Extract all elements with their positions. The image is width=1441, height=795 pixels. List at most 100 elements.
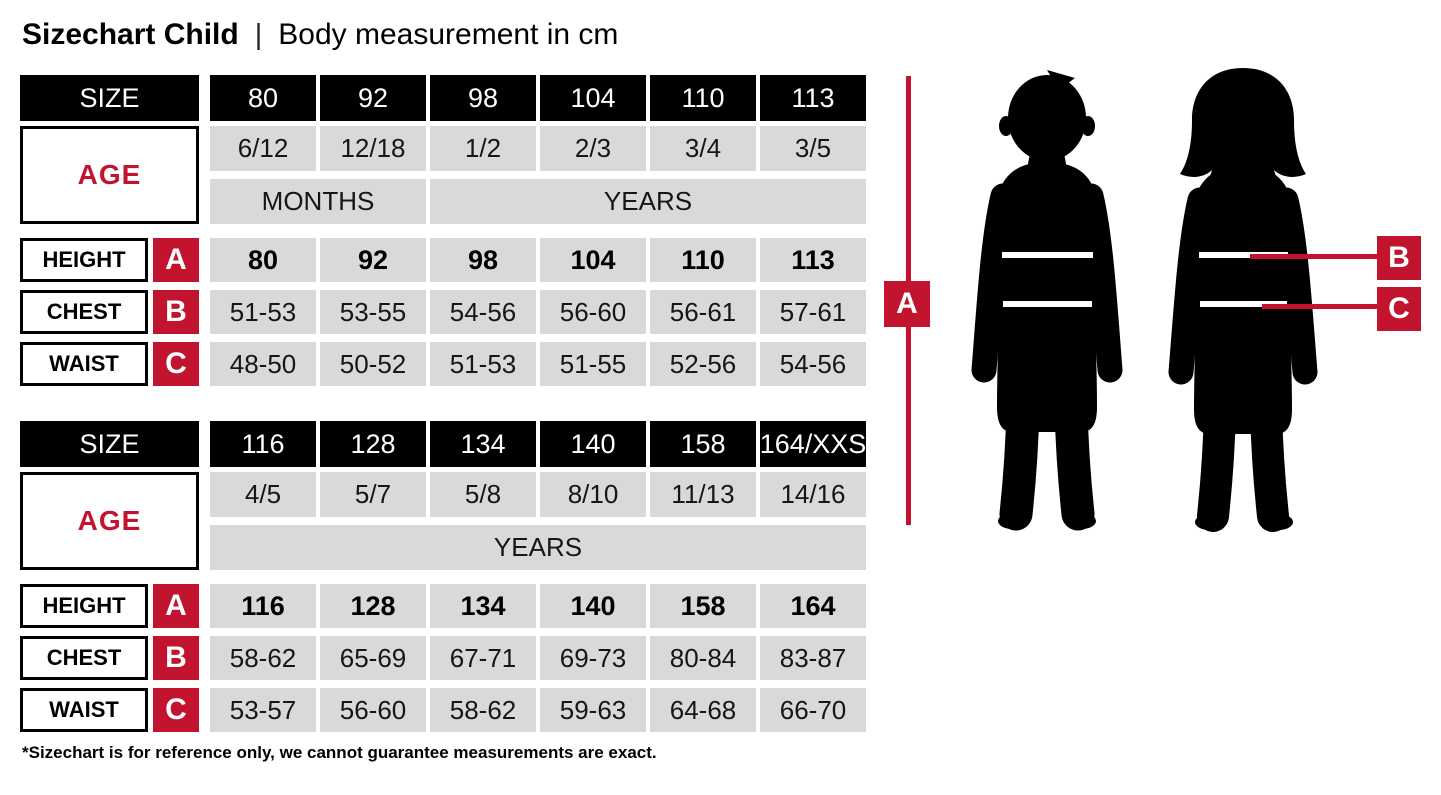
figure-marker-b-badge: B: [1377, 236, 1421, 280]
waist-cell: 51-53: [430, 342, 536, 386]
chest-row-label: CHEST: [20, 636, 148, 680]
height-row: HEIGHT A 116 128 134 140 158 164: [20, 584, 866, 628]
age-cell: 3/4: [650, 126, 756, 171]
age-unit-cell: MONTHS: [210, 179, 426, 224]
size-cell: 98: [430, 75, 536, 121]
age-cell: 2/3: [540, 126, 646, 171]
height-cell: 98: [430, 238, 536, 282]
subtitle-text: Body measurement in cm: [278, 18, 619, 51]
waist-cell: 56-60: [320, 688, 426, 732]
height-cell: 104: [540, 238, 646, 282]
chest-cell: 65-69: [320, 636, 426, 680]
size-row-label: SIZE: [20, 75, 199, 121]
age-row: AGE 4/5 5/7 5/8 8/10 11/13 14/16: [20, 472, 866, 570]
marker-b-badge: B: [153, 290, 199, 334]
disclaimer-text: *Sizechart is for reference only, we can…: [22, 743, 657, 762]
height-cell: 92: [320, 238, 426, 282]
chest-row: CHEST B 51-53 53-55 54-56 56-60 56-61 57…: [20, 290, 866, 334]
chest-cell: 56-61: [650, 290, 756, 334]
figure-marker-c-badge: C: [1377, 287, 1421, 331]
size-cell: 80: [210, 75, 316, 121]
chest-cell: 69-73: [540, 636, 646, 680]
age-cell: 11/13: [650, 472, 756, 517]
age-cell: 3/5: [760, 126, 866, 171]
girl-waist-line: [1200, 301, 1287, 307]
marker-c-badge: C: [153, 688, 199, 732]
size-cell: 140: [540, 421, 646, 467]
height-cell: 128: [320, 584, 426, 628]
chest-cell: 51-53: [210, 290, 316, 334]
size-row-label: SIZE: [20, 421, 199, 467]
size-cell: 116: [210, 421, 316, 467]
age-row-label: AGE: [20, 126, 199, 224]
marker-a-badge: A: [153, 584, 199, 628]
age-units-row: YEARS: [210, 525, 866, 570]
chest-cell: 58-62: [210, 636, 316, 680]
title-divider: |: [254, 19, 263, 51]
size-row: SIZE 80 92 98 104 110 113: [20, 75, 866, 121]
chest-cell: 54-56: [430, 290, 536, 334]
size-cell: 158: [650, 421, 756, 467]
height-cell: 140: [540, 584, 646, 628]
height-cell: 110: [650, 238, 756, 282]
age-unit-cell: YEARS: [430, 179, 866, 224]
age-unit-cell: YEARS: [210, 525, 866, 570]
waist-row-label: WAIST: [20, 688, 148, 732]
girl-chest-line: [1199, 252, 1288, 258]
height-row-label: HEIGHT: [20, 584, 148, 628]
waist-row: WAIST C 53-57 56-60 58-62 59-63 64-68 66…: [20, 688, 866, 732]
age-cell: 6/12: [210, 126, 316, 171]
chest-cell: 53-55: [320, 290, 426, 334]
size-cell: 104: [540, 75, 646, 121]
size-row: SIZE 116 128 134 140 158 164/XXS: [20, 421, 866, 467]
marker-c-badge: C: [153, 342, 199, 386]
chest-row-label: CHEST: [20, 290, 148, 334]
age-cell: 14/16: [760, 472, 866, 517]
age-cell: 5/7: [320, 472, 426, 517]
chest-cell: 83-87: [760, 636, 866, 680]
waist-cell: 54-56: [760, 342, 866, 386]
waist-cell: 66-70: [760, 688, 866, 732]
size-table-upper: SIZE 80 92 98 104 110 113 AGE 6/12 12/18…: [20, 75, 880, 386]
waist-cell: 51-55: [540, 342, 646, 386]
page-title: Sizechart Child | Body measurement in cm: [22, 18, 618, 52]
height-cell: 80: [210, 238, 316, 282]
age-cell: 8/10: [540, 472, 646, 517]
waist-cell: 53-57: [210, 688, 316, 732]
size-cell: 113: [760, 75, 866, 121]
waist-row: WAIST C 48-50 50-52 51-53 51-55 52-56 54…: [20, 342, 866, 386]
height-cell: 164: [760, 584, 866, 628]
age-cell: 1/2: [430, 126, 536, 171]
chest-cell: 56-60: [540, 290, 646, 334]
figure-marker-a-badge: A: [884, 281, 930, 327]
size-cell: 92: [320, 75, 426, 121]
height-row: HEIGHT A 80 92 98 104 110 113: [20, 238, 866, 282]
waist-cell: 64-68: [650, 688, 756, 732]
height-row-label: HEIGHT: [20, 238, 148, 282]
chest-cell: 80-84: [650, 636, 756, 680]
waist-cell: 59-63: [540, 688, 646, 732]
age-cell: 4/5: [210, 472, 316, 517]
chest-cell: 57-61: [760, 290, 866, 334]
age-cell: 5/8: [430, 472, 536, 517]
waist-measure-line: [1262, 304, 1377, 309]
size-table-lower: SIZE 116 128 134 140 158 164/XXS AGE 4/5…: [20, 421, 880, 732]
girl-silhouette-icon: [1168, 68, 1318, 532]
waist-cell: 58-62: [430, 688, 536, 732]
age-row: AGE 6/12 12/18 1/2 2/3 3/4 3/5: [20, 126, 866, 224]
age-row-label: AGE: [20, 472, 199, 570]
boy-chest-line: [1002, 252, 1093, 258]
height-cell: 134: [430, 584, 536, 628]
chest-measure-line: [1250, 254, 1377, 259]
size-cell: 128: [320, 421, 426, 467]
height-cell: 158: [650, 584, 756, 628]
size-cell: 164/XXS: [760, 421, 866, 467]
size-cell: 110: [650, 75, 756, 121]
chest-cell: 67-71: [430, 636, 536, 680]
marker-a-badge: A: [153, 238, 199, 282]
age-cell: 12/18: [320, 126, 426, 171]
waist-cell: 48-50: [210, 342, 316, 386]
chest-row: CHEST B 58-62 65-69 67-71 69-73 80-84 83…: [20, 636, 866, 680]
waist-cell: 50-52: [320, 342, 426, 386]
